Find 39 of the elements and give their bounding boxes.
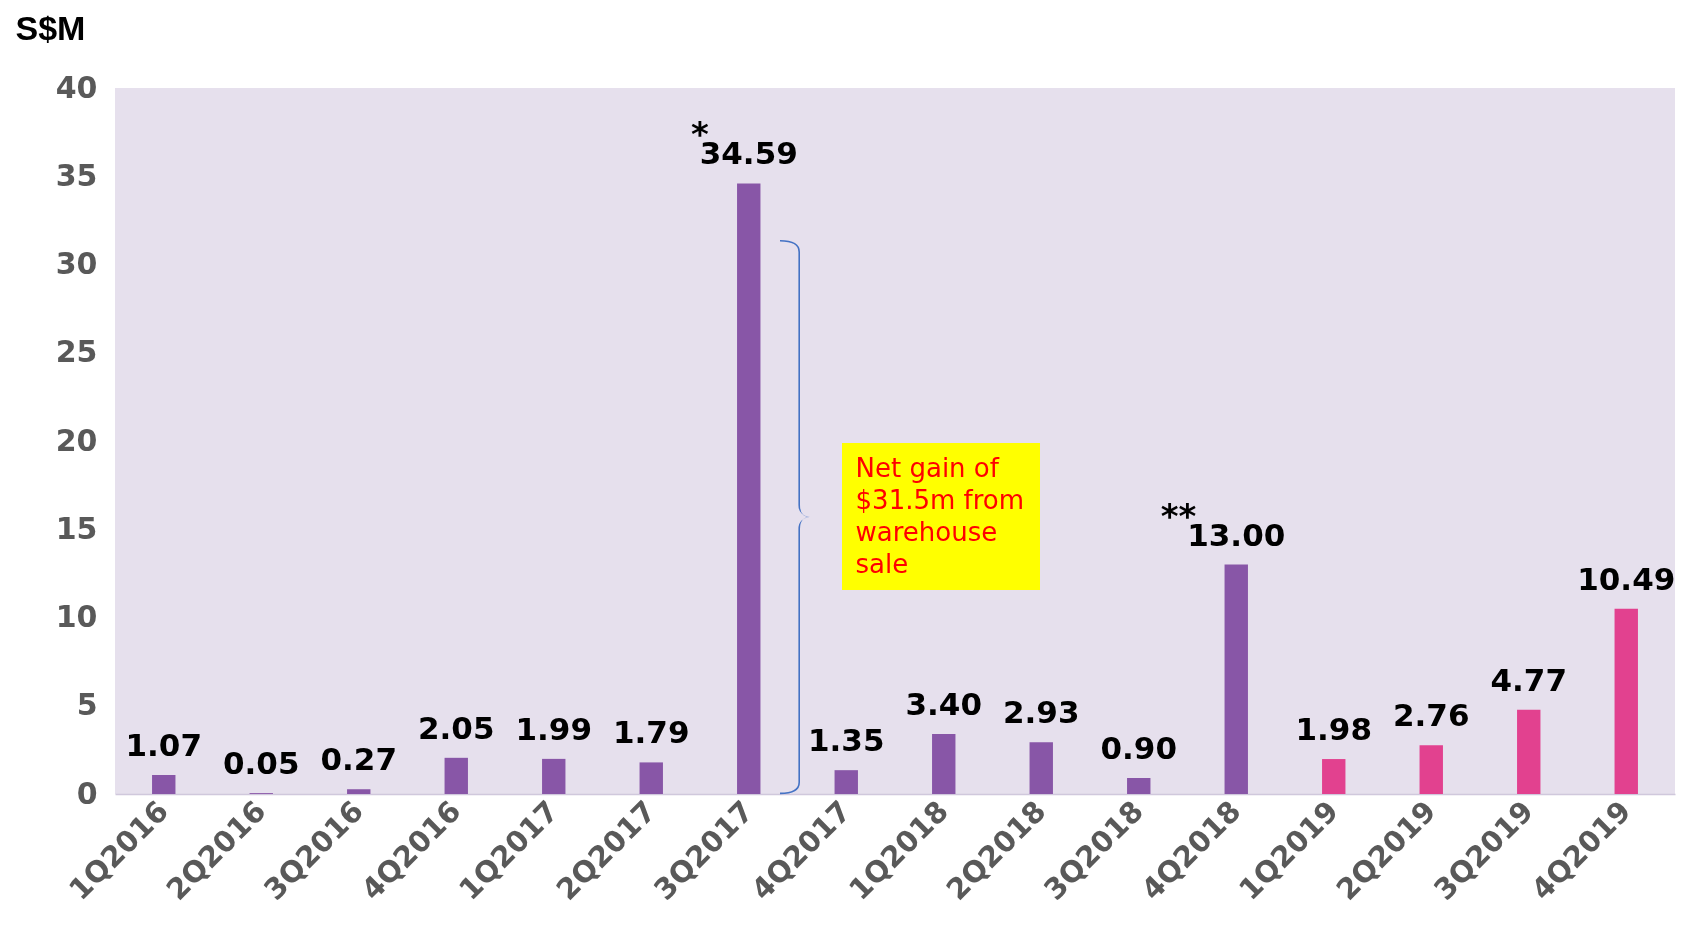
bar — [152, 775, 176, 794]
bar — [834, 770, 858, 794]
bar — [1127, 778, 1151, 794]
data-label: 2.76 — [1393, 697, 1470, 734]
data-label: 0.05 — [223, 745, 300, 782]
bar — [737, 183, 761, 794]
data-label: 2.93 — [1003, 694, 1080, 731]
data-label: 0.27 — [320, 741, 397, 778]
bar — [347, 789, 371, 794]
data-label: 2.05 — [418, 709, 495, 746]
data-label: 3.40 — [905, 685, 982, 722]
bar — [444, 757, 468, 794]
y-tick-label: 25 — [55, 334, 98, 370]
bar — [542, 758, 566, 794]
bar — [1029, 742, 1053, 794]
data-label: 10.49 — [1577, 560, 1676, 597]
data-label: 4.77 — [1490, 661, 1567, 698]
y-tick-label: 15 — [55, 510, 98, 546]
data-label: 1.98 — [1295, 711, 1372, 748]
y-tick-label: 20 — [55, 422, 98, 458]
annotation: Net gain of $31.5m from warehouse sale — [841, 443, 1040, 591]
bar — [1419, 745, 1443, 794]
y-axis-title: S$M — [15, 8, 86, 47]
data-label: 1.99 — [515, 710, 592, 747]
y-tick-label: 35 — [55, 157, 98, 193]
data-label: 1.35 — [808, 722, 885, 759]
bar — [1517, 709, 1541, 794]
data-label: 1.79 — [613, 714, 690, 751]
y-tick-label: 10 — [55, 599, 98, 634]
bar — [932, 733, 956, 794]
bar — [1614, 608, 1638, 794]
bar — [1224, 564, 1248, 794]
bar — [639, 762, 663, 794]
data-label: 1.07 — [125, 727, 202, 764]
y-tick-label: 5 — [76, 687, 98, 723]
y-tick-label: 30 — [55, 246, 98, 281]
y-tick-label: 40 — [55, 69, 98, 105]
bar — [1322, 759, 1346, 794]
data-label: 0.90 — [1100, 730, 1177, 767]
